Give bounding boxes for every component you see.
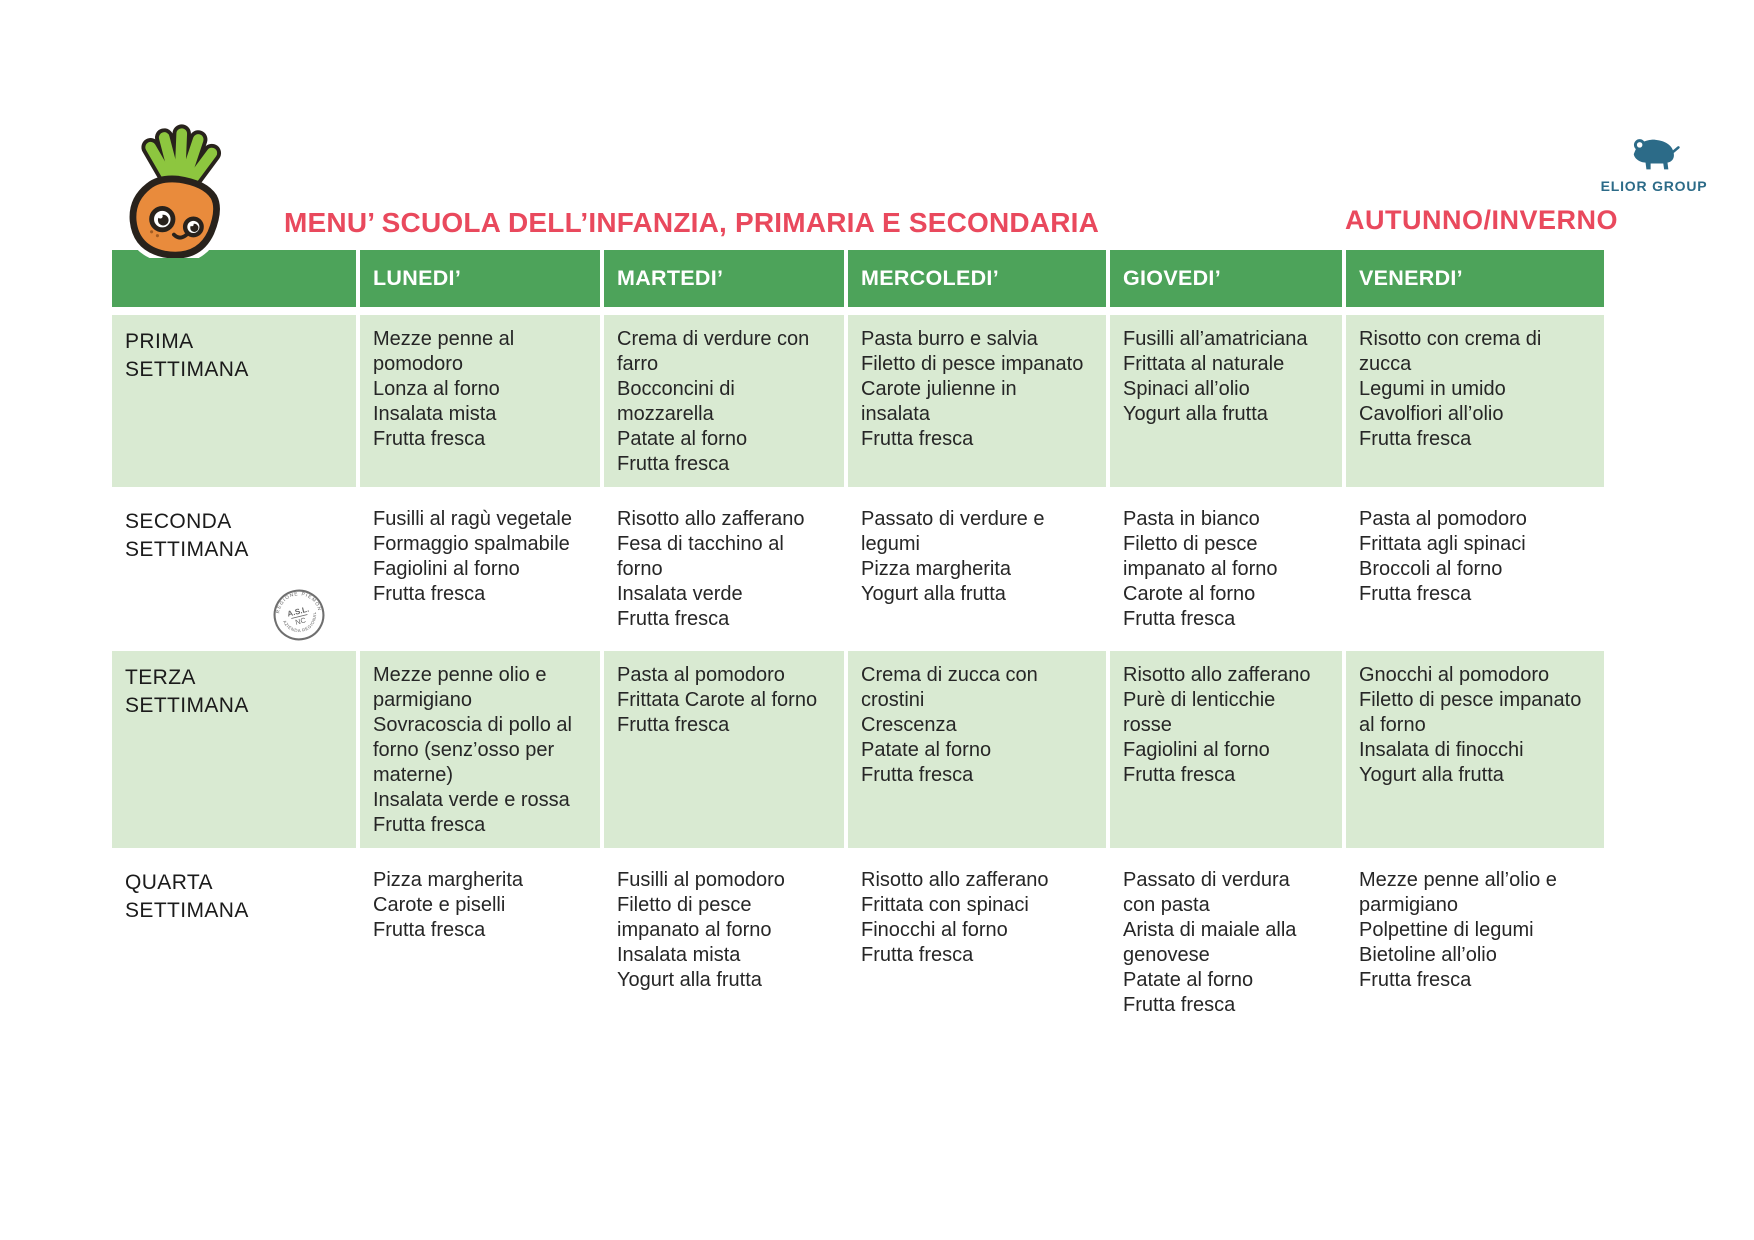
day-header-giovedi: GIOVEDI’ [1110,250,1342,307]
week-label-1: PRIMA SETTIMANA [112,315,356,487]
menu-cell-week1-lunedi: Mezze penne al pomodoro Lonza al forno I… [360,315,600,487]
menu-cell-week3-venerdi: Gnocchi al pomodoro Filetto di pesce imp… [1346,651,1604,848]
week-label-3: TERZA SETTIMANA [112,651,356,848]
menu-cell-week3-giovedi: Risotto allo zafferano Purè di lenticchi… [1110,651,1342,848]
elior-group-logo: ELIOR GROUP [1584,134,1724,194]
day-header-mercoledi: MERCOLEDI’ [848,250,1106,307]
menu-cell-week2-martedi: Risotto allo zafferano Fesa di tacchino … [617,508,805,630]
menu-cell-week3-martedi: Pasta al pomodoro Frittata Carote al for… [604,651,844,848]
menu-cell-week2-lunedi: Fusilli al ragù vegetale Formaggio spalm… [373,508,572,605]
menu-cell-week2-venerdi: Pasta al pomodoro Frittata agli spinaci … [1359,508,1527,605]
day-header-lunedi: LUNEDI’ [360,250,600,307]
menu-cell-week2-giovedi: Pasta in bianco Filetto di pesce impanat… [1123,508,1278,630]
menu-cell-week1-giovedi: Fusilli all’amatriciana Frittata al natu… [1110,315,1342,487]
week-label-4: QUARTA SETTIMANA [125,871,249,922]
menu-cell-week4-mercoledi: Risotto allo zafferano Frittata con spin… [861,869,1049,966]
menu-cell-week3-lunedi: Mezze penne olio e parmigiano Sovracosci… [360,651,600,848]
menu-cell-week4-martedi: Fusilli al pomodoro Filetto di pesce imp… [617,869,785,991]
asl-approval-stamp: A.S.L. NC REGIONE PIEMONTE AZIENDA REGIO… [266,582,325,641]
menu-cell-week4-lunedi: Pizza margherita Carote e piselli Frutta… [373,869,524,941]
stamp-center-line2: NC [294,616,306,627]
day-header-martedi: MARTEDI’ [604,250,844,307]
header-corner-cell [112,250,356,307]
menu-cell-week4-venerdi: Mezze penne all’olio e parmigiano Polpet… [1359,869,1557,991]
menu-cell-week2-mercoledi: Passato di verdure e legumi Pizza marghe… [861,508,1045,605]
day-header-venerdi: VENERDI’ [1346,250,1604,307]
menu-table: LUNEDI’ MARTEDI’ MERCOLEDI’ GIOVEDI’ VEN… [112,250,1604,1032]
season-title: AUTUNNO/INVERNO [1345,205,1619,235]
carrot-mascot-icon [124,122,225,258]
menu-cell-week1-venerdi: Risotto con crema di zucca Legumi in umi… [1346,315,1604,487]
menu-cell-week4-giovedi: Passato di verdura con pasta Arista di m… [1123,869,1297,1016]
page-title: MENU’ SCUOLA DELL’INFANZIA, PRIMARIA E S… [284,207,1100,238]
week-label-2: SECONDA SETTIMANA [125,510,249,561]
bison-logo-icon [1633,139,1680,170]
menu-cell-week1-martedi: Crema di verdure con farro Bocconcini di… [604,315,844,487]
menu-cell-week3-mercoledi: Crema di zucca con crostini Crescenza Pa… [848,651,1106,848]
logo-text: ELIOR GROUP [1600,178,1708,194]
menu-cell-week1-mercoledi: Pasta burro e salvia Filetto di pesce im… [848,315,1106,487]
